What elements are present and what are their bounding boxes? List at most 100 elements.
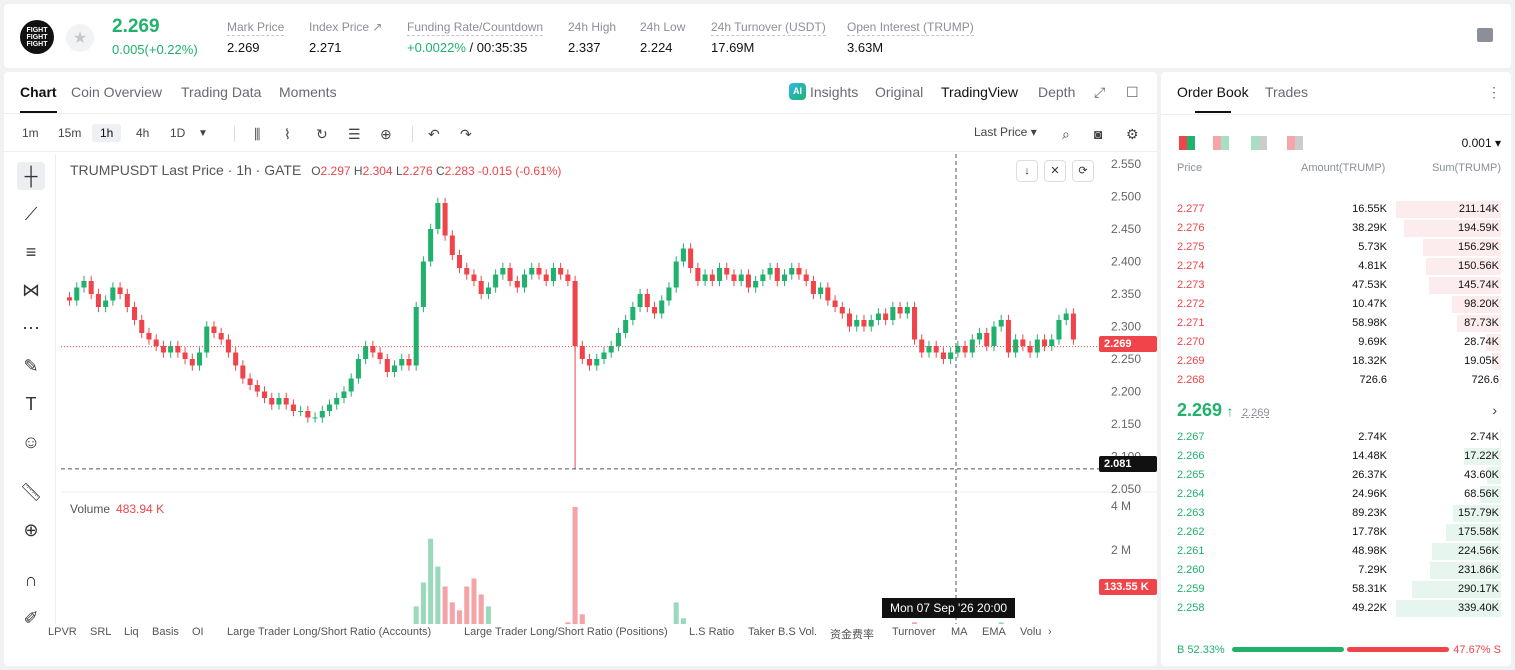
chevron-right-icon[interactable]: › (1492, 402, 1497, 418)
ask-row[interactable]: 2.268 726.6 726.6 (1161, 371, 1511, 390)
view-bids-icon[interactable] (1251, 136, 1267, 150)
indicator-tab[interactable]: Large Trader Long/Short Ratio (Accounts) (227, 626, 432, 638)
ask-row[interactable]: 2.273 47.53K 145.74K (1161, 276, 1511, 295)
indicators-icon[interactable]: ⌇ (284, 126, 291, 142)
view-trades-icon[interactable] (1287, 136, 1303, 150)
fib-icon[interactable]: ⋯ (22, 317, 40, 338)
price-type-select[interactable]: Last Price ▾ (974, 125, 1037, 139)
candle-body (695, 268, 701, 281)
tab-trades[interactable]: Trades (1265, 84, 1309, 100)
undo-icon[interactable]: ↶ (428, 126, 440, 142)
ruler-icon[interactable]: 📏︎ (19, 481, 43, 502)
interval-4h[interactable]: 4h (136, 126, 150, 140)
redo-icon[interactable]: ↷ (460, 126, 472, 142)
candle-body (796, 268, 802, 275)
indicator-tab[interactable]: L.S Ratio (689, 626, 735, 638)
collapse-icon[interactable]: ✕ (1044, 160, 1066, 182)
ask-row[interactable]: 2.277 16.55K 211.14K (1161, 200, 1511, 219)
bid-row[interactable]: 2.259 58.31K 290.17K (1161, 580, 1511, 599)
trend-line-icon[interactable]: ⟋ (24, 203, 38, 224)
bid-row[interactable]: 2.261 48.98K 224.56K (1161, 542, 1511, 561)
pencil-icon[interactable]: ✐ (23, 607, 39, 628)
interval-1h[interactable]: 1h (92, 124, 122, 142)
bid-row[interactable]: 2.264 24.96K 68.56K (1161, 485, 1511, 504)
indicator-tab[interactable]: Volu (1020, 626, 1042, 638)
tab-tradingview[interactable]: TradingView (941, 84, 1019, 100)
favorite-star-icon[interactable]: ★ (66, 24, 94, 52)
indicator-tab[interactable]: EMA (982, 626, 1006, 638)
ask-row[interactable]: 2.276 38.29K 194.59K (1161, 219, 1511, 238)
emoji-icon[interactable]: ☺ (21, 431, 41, 452)
candle-body (926, 346, 932, 353)
chevron-down-icon[interactable]: ▼ (198, 128, 208, 139)
view-asks-icon[interactable] (1213, 136, 1229, 150)
template-icon[interactable]: ☰ (348, 126, 361, 142)
arrow-down-icon[interactable]: ↓ (1016, 160, 1038, 182)
candle-body (225, 339, 231, 353)
tab-trading-data[interactable]: Trading Data (181, 84, 262, 100)
tab-order-book[interactable]: Order Book (1177, 84, 1249, 113)
bid-row[interactable]: 2.260 7.29K 231.86K (1161, 561, 1511, 580)
expand-icon[interactable]: ⤢ (1094, 84, 1106, 100)
candle-body (659, 300, 665, 314)
magnet-icon[interactable]: ∩ (24, 569, 38, 590)
indicator-tab[interactable]: SRL (90, 626, 112, 638)
zoom-icon[interactable]: ⊕ (23, 519, 39, 540)
stat-index-price[interactable]: Index Price ↗ 2.271 (309, 20, 383, 55)
candle-body (420, 261, 426, 307)
more-icon[interactable]: ⋮ (1487, 84, 1501, 100)
candle-body (103, 300, 109, 307)
window-icon[interactable]: ☐ (1126, 84, 1139, 100)
camera-icon[interactable]: ◙ (1094, 126, 1103, 142)
indicator-tab[interactable]: Basis (152, 626, 179, 638)
price-chart[interactable]: 2.550 2.500 2.450 2.400 2.350 2.300 2.250 2.200… (61, 154, 1157, 624)
sync-icon[interactable]: ⟳ (1072, 160, 1094, 182)
ask-row[interactable]: 2.274 4.81K 150.56K (1161, 257, 1511, 276)
horizontal-lines-icon[interactable]: ≡ (25, 241, 37, 262)
cell-price: 2.272 (1177, 298, 1205, 310)
brush-icon[interactable]: ✎ (23, 355, 39, 376)
ask-row[interactable]: 2.270 9.69K 28.74K (1161, 333, 1511, 352)
refresh-icon[interactable]: ↻ (316, 126, 328, 142)
ask-row[interactable]: 2.269 18.32K 19.05K (1161, 352, 1511, 371)
indicator-tab[interactable]: 资金费率 (830, 629, 874, 641)
tab-coin-overview[interactable]: Coin Overview (71, 84, 163, 100)
bid-row[interactable]: 2.262 17.78K 175.58K (1161, 523, 1511, 542)
depth-bar (1464, 448, 1501, 465)
bid-row[interactable]: 2.265 26.37K 43.60K (1161, 466, 1511, 485)
indicator-tab[interactable]: Liq (124, 626, 139, 638)
chevron-right-icon[interactable]: › (1048, 626, 1052, 638)
view-both-icon[interactable] (1179, 136, 1195, 150)
add-alert-icon[interactable]: ⊕ (380, 126, 392, 142)
bid-row[interactable]: 2.263 89.23K 157.79K (1161, 504, 1511, 523)
interval-1d[interactable]: 1D (170, 126, 186, 140)
indicator-tab[interactable]: OI (192, 626, 204, 638)
indicator-tab[interactable]: LPVR (48, 626, 77, 638)
ask-row[interactable]: 2.271 58.98K 87.73K (1161, 314, 1511, 333)
interval-1m[interactable]: 1m (22, 126, 39, 140)
tab-moments[interactable]: Moments (279, 84, 337, 100)
precision-select[interactable]: 0.001 ▾ (1461, 136, 1501, 150)
ask-row[interactable]: 2.275 5.73K 156.29K (1161, 238, 1511, 257)
indicator-tab[interactable]: Large Trader Long/Short Ratio (Positions… (464, 626, 668, 638)
bid-row[interactable]: 2.258 49.22K 339.40K (1161, 599, 1511, 618)
tab-chart[interactable]: Chart (20, 84, 57, 113)
interval-15m[interactable]: 15m (58, 126, 82, 140)
indicator-tab[interactable]: Turnover (892, 626, 936, 638)
indicator-tab[interactable]: MA (951, 626, 968, 638)
pattern-icon[interactable]: ⋈ (22, 279, 40, 300)
indicator-tab[interactable]: Taker B.S Vol. (748, 626, 818, 638)
candle-type-icon[interactable]: ⫼ (254, 126, 261, 142)
tab-insights[interactable]: Insights (810, 84, 859, 100)
depth-bar (1396, 201, 1501, 218)
bid-row[interactable]: 2.266 14.48K 17.22K (1161, 447, 1511, 466)
search-icon[interactable]: ⌕ (1062, 126, 1070, 142)
crosshair-icon[interactable]: ┼ (17, 162, 45, 190)
bid-row[interactable]: 2.267 2.74K 2.74K (1161, 428, 1511, 447)
tab-original[interactable]: Original (875, 84, 924, 100)
book-icon[interactable] (1477, 28, 1493, 42)
gear-icon[interactable]: ⚙ (1126, 126, 1139, 142)
ask-row[interactable]: 2.272 10.47K 98.20K (1161, 295, 1511, 314)
text-icon[interactable]: T (25, 393, 37, 414)
tab-depth[interactable]: Depth (1038, 84, 1076, 100)
